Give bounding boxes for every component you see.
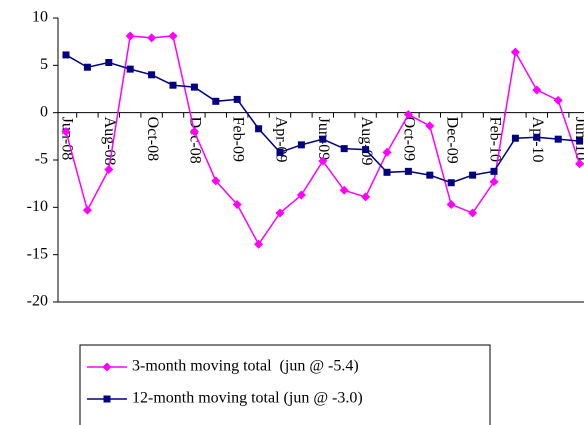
y-tick-label: 0 <box>40 103 48 120</box>
data-point <box>489 177 499 187</box>
data-point <box>255 125 263 133</box>
data-point <box>490 167 498 175</box>
data-point <box>233 95 241 103</box>
legend-label: 3-month moving total (jun @ -5.4) <box>132 358 359 375</box>
data-point <box>469 171 477 179</box>
data-point <box>319 135 327 143</box>
x-tick-label: Oct-09 <box>401 117 418 161</box>
data-point <box>105 58 113 66</box>
data-point <box>190 83 198 91</box>
data-point <box>339 185 349 195</box>
x-tick-label: Dec-09 <box>444 117 461 164</box>
data-point <box>318 156 328 166</box>
data-point <box>104 164 114 174</box>
data-point <box>533 133 541 141</box>
data-point <box>361 192 371 202</box>
data-point <box>575 159 584 169</box>
data-point <box>404 167 412 175</box>
y-tick-label: 10 <box>32 9 48 26</box>
data-point <box>554 135 562 143</box>
data-point <box>403 110 413 120</box>
y-tick-label: -5 <box>35 151 48 168</box>
data-point <box>232 199 242 209</box>
data-point <box>276 148 284 156</box>
data-point <box>511 134 519 142</box>
data-point <box>383 168 391 176</box>
data-point <box>446 199 456 209</box>
data-point <box>447 179 455 187</box>
data-point <box>532 85 542 95</box>
data-point <box>211 176 221 186</box>
data-point <box>382 147 392 157</box>
legend-marker <box>102 362 112 372</box>
y-tick-label: -10 <box>27 198 48 215</box>
y-tick-label: 5 <box>40 56 48 73</box>
data-point <box>83 63 91 71</box>
data-point <box>82 205 92 215</box>
legend-box <box>79 344 491 425</box>
data-point <box>425 121 435 131</box>
data-point <box>340 145 348 153</box>
data-point <box>510 47 520 57</box>
y-tick-label: -20 <box>27 293 48 310</box>
y-tick-label: -15 <box>27 245 48 262</box>
data-point <box>169 81 177 89</box>
data-point <box>275 208 285 218</box>
data-point <box>62 51 70 59</box>
data-point <box>468 208 478 218</box>
data-point <box>126 65 134 73</box>
legend-label: 12-month moving total (jun @ -3.0) <box>132 390 363 407</box>
data-point <box>212 97 220 105</box>
data-point <box>148 71 156 79</box>
data-point <box>125 31 135 41</box>
data-point <box>61 127 71 137</box>
x-tick-label: Oct-08 <box>144 117 161 161</box>
legend-marker <box>103 395 111 403</box>
data-point <box>296 190 306 200</box>
data-point <box>553 95 563 105</box>
data-point <box>297 141 305 149</box>
data-point <box>576 137 584 145</box>
data-point <box>168 31 178 41</box>
data-point <box>426 171 434 179</box>
x-tick-label: Aug-08 <box>101 117 118 166</box>
x-tick-label: Feb-09 <box>230 117 247 162</box>
data-point <box>189 127 199 137</box>
x-tick-label: Dec-08 <box>187 117 204 164</box>
data-point <box>147 33 157 43</box>
data-point <box>254 239 264 249</box>
x-tick-label: Aug-09 <box>358 117 375 166</box>
data-point <box>362 146 370 154</box>
